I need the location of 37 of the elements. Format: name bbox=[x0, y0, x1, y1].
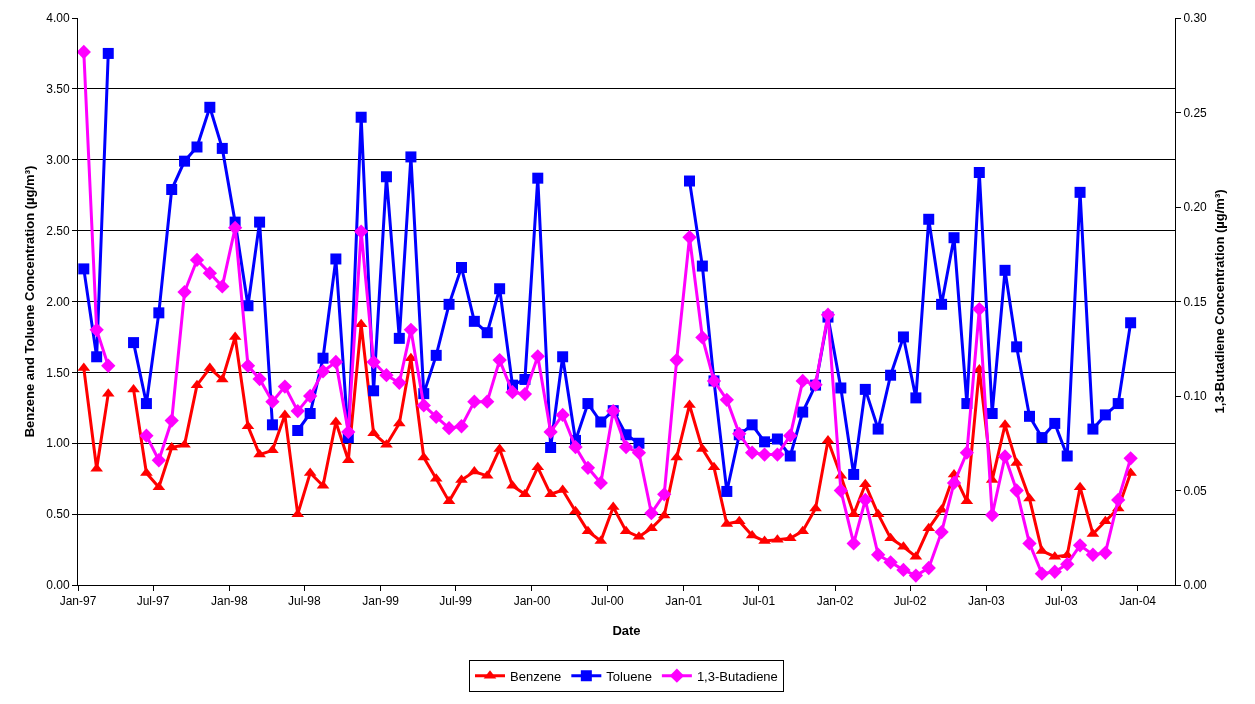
y-tick-label: 1.00 bbox=[46, 436, 70, 451]
y-tick-label: 2.00 bbox=[46, 294, 70, 309]
y-tick-label: 0.50 bbox=[46, 507, 70, 522]
y-tick-label: 3.50 bbox=[46, 82, 70, 97]
y2-tick-label: 0.05 bbox=[1183, 483, 1208, 498]
x-axis-title: Date bbox=[612, 623, 641, 638]
x-tick-label: Jul-02 bbox=[893, 594, 927, 609]
x-tick-label: Jul-99 bbox=[439, 594, 473, 609]
x-tick-label: Jan-97 bbox=[59, 594, 97, 609]
y-tick-label: 4.00 bbox=[46, 11, 70, 26]
x-tick-label: Jul-03 bbox=[1045, 594, 1079, 609]
x-tick-label: Jul-97 bbox=[136, 594, 170, 609]
legend-label: 1,3-Butadiene bbox=[696, 668, 778, 684]
legend-label: Benzene bbox=[510, 668, 562, 684]
y-tick-label: 2.50 bbox=[46, 223, 70, 238]
y2-tick-label: 0.20 bbox=[1183, 200, 1208, 215]
x-tick-label: Jan-03 bbox=[968, 594, 1006, 609]
x-tick-label: Jan-02 bbox=[816, 594, 854, 609]
y2-tick-label: 0.10 bbox=[1183, 389, 1208, 404]
x-tick-label: Jul-01 bbox=[742, 594, 776, 609]
y-tick-label: 3.00 bbox=[46, 152, 70, 167]
x-tick-label: Jan-01 bbox=[665, 594, 703, 609]
x-tick-label: Jul-98 bbox=[288, 594, 322, 609]
legend-label: Toluene bbox=[606, 668, 652, 684]
y-tick-label: 0.00 bbox=[46, 578, 70, 593]
x-tick-label: Jan-98 bbox=[210, 594, 248, 609]
x-tick-label: Jan-00 bbox=[513, 594, 551, 609]
y2-tick-label: 0.15 bbox=[1183, 294, 1208, 309]
x-tick-label: Jul-00 bbox=[591, 594, 625, 609]
x-tick-label: Jan-99 bbox=[362, 594, 400, 609]
y-tick-label: 1.50 bbox=[46, 365, 70, 380]
y2-tick-label: 0.25 bbox=[1183, 105, 1208, 120]
x-tick-label: Jan-04 bbox=[1119, 594, 1157, 609]
y-axis-title: Benzene and Toluene Concentration (µg/m³) bbox=[22, 165, 38, 438]
y2-tick-label: 0.00 bbox=[1183, 578, 1208, 593]
y2-tick-label: 0.30 bbox=[1183, 11, 1208, 26]
y2-axis-title: 1,3-Butadiene Concentration (µg/m³) bbox=[1211, 189, 1227, 414]
